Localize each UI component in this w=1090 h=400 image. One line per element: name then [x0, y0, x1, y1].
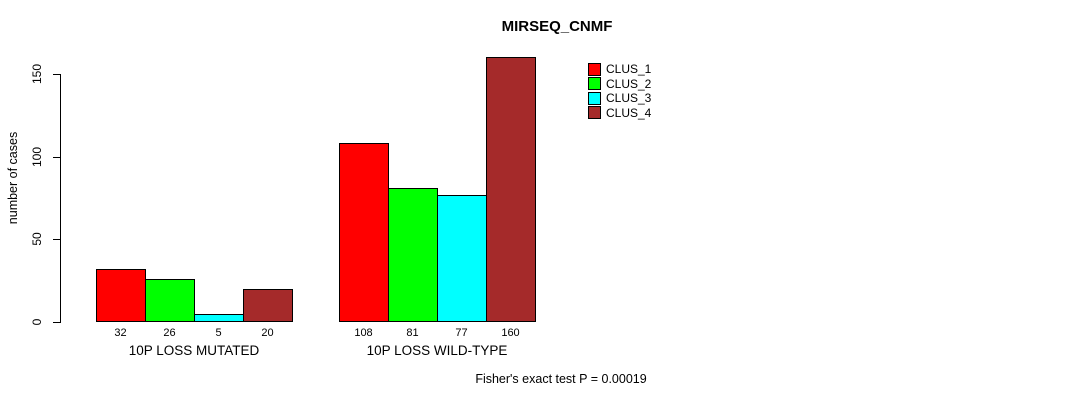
bar-value-label: 108: [354, 327, 373, 339]
bar-clus_2-2: [388, 188, 438, 322]
bar-clus_3-1: [194, 314, 244, 322]
legend-swatch-clus_4: [588, 106, 601, 120]
x-category-label: 10P LOSS WILD-TYPE: [366, 343, 508, 358]
y-axis-tick: [53, 322, 60, 323]
bar-value-label: 77: [455, 327, 468, 339]
bar-clus_3-2: [437, 195, 487, 322]
annotation-text: Fisher's exact test P = 0.00019: [475, 372, 647, 386]
y-axis-label: number of cases: [5, 131, 20, 225]
legend-swatch-clus_3: [588, 91, 601, 105]
bar-value-label: 5: [215, 327, 222, 339]
bar-value-label: 26: [163, 327, 176, 339]
legend-label: CLUS_2: [606, 76, 652, 91]
legend-row: CLUS_4: [588, 106, 651, 121]
legend: CLUS_1 CLUS_2 CLUS_3 CLUS_4: [588, 62, 651, 120]
y-axis-tick-label: 100: [30, 146, 44, 167]
y-axis-line: [60, 74, 61, 323]
legend-swatch-clus_2: [588, 77, 601, 91]
bar-value-label: 32: [114, 327, 127, 339]
legend-label: CLUS_4: [606, 105, 652, 120]
legend-row: CLUS_3: [588, 91, 651, 106]
x-category-label: 10P LOSS MUTATED: [128, 343, 260, 358]
legend-row: CLUS_2: [588, 77, 651, 92]
y-axis-tick-label: 50: [30, 232, 44, 247]
y-axis-tick: [53, 239, 60, 241]
bar-value-label: 20: [261, 327, 274, 339]
y-axis-tick-label: 0: [30, 318, 44, 326]
legend-row: CLUS_1: [588, 62, 651, 77]
y-axis-tick-label: 150: [30, 63, 44, 85]
y-axis-tick: [53, 74, 60, 75]
bar-value-label: 81: [406, 327, 419, 339]
chart-title: MIRSEQ_CNMF: [501, 18, 613, 35]
y-axis-tick: [53, 156, 60, 158]
legend-label: CLUS_1: [606, 62, 652, 77]
legend-label: CLUS_3: [606, 91, 652, 106]
bar-clus_4-2: [486, 57, 536, 322]
bar-clus_1-2: [339, 143, 389, 322]
bar-clus_1-1: [96, 269, 146, 322]
bar-value-label: 160: [501, 327, 520, 339]
bar-clus_2-1: [145, 279, 195, 322]
legend-swatch-clus_1: [588, 62, 601, 76]
bar-clus_4-1: [243, 289, 293, 322]
